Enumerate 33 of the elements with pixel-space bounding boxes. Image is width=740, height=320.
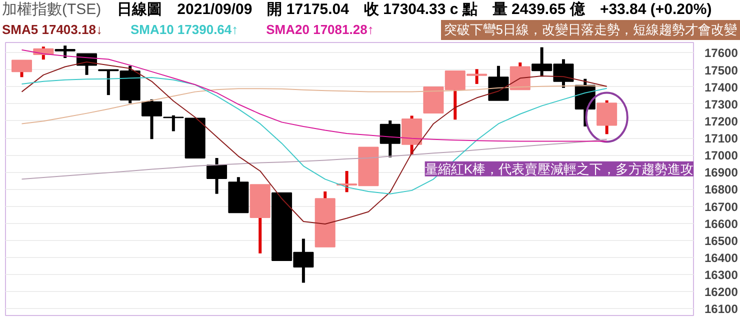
- y-tick-label: 17100: [704, 132, 738, 146]
- text: SMA20 17081.28↑: [266, 22, 374, 37]
- chart-subtitle: 日線圖 2021/09/09 開 17175.04 收 17304.33 c 點 量 2439.65 億 +33.84 (+0.20%): [117, 1, 712, 18]
- candlestick: [12, 60, 32, 78]
- y-tick-label: 17200: [704, 114, 738, 128]
- text: SMA5 17403.18↓: [2, 22, 102, 37]
- candlestick: [314, 191, 336, 248]
- y-tick-label: 17400: [704, 80, 738, 94]
- y-tick-label: 16800: [704, 182, 738, 197]
- line-series: [21, 138, 608, 180]
- y-tick-label: 16600: [704, 216, 738, 231]
- y-tick-label: 16500: [704, 234, 738, 248]
- y-tick-label: 16200: [704, 285, 738, 300]
- y-tick-label: 16400: [704, 250, 738, 265]
- candlestick: [206, 158, 228, 194]
- annotation: 量縮紅K棒，代表賣壓減輕之下，多方趨勢進攻: [424, 161, 694, 176]
- chart-title: 加權指數(TSE): [2, 1, 102, 18]
- candlestick: [250, 184, 270, 254]
- y-tick-label: 16900: [704, 166, 738, 180]
- y-tick-label: 17500: [704, 63, 738, 78]
- y-tick-label: 17300: [704, 97, 738, 112]
- candlestick: [184, 118, 206, 159]
- text: 突破下彎5日線，改變日落走勢，短線趨勢才會改變: [440, 20, 740, 40]
- candlestick: [402, 116, 422, 155]
- y-tick-label: 16100: [704, 302, 738, 316]
- y-tick-label: 17600: [704, 46, 738, 60]
- y-tick-label: 17000: [704, 148, 738, 163]
- candlestick: [488, 66, 509, 101]
- text: SMA10 17390.64↑: [130, 22, 238, 37]
- candlestick: [228, 177, 249, 214]
- y-tick-label: 16700: [704, 200, 738, 214]
- line-series: [21, 76, 608, 194]
- y-tick-label: 16300: [704, 268, 738, 282]
